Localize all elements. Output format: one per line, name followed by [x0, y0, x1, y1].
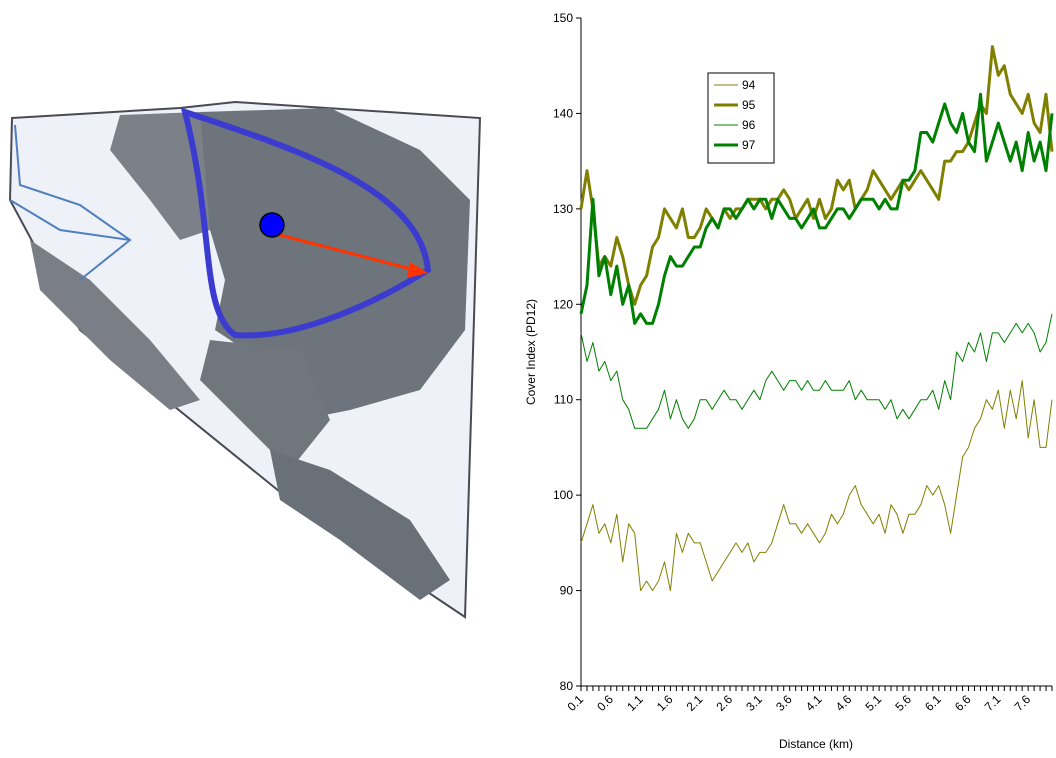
y-tick-label: 110 [554, 393, 573, 407]
boundary-line [9, 199, 131, 241]
x-tick-label: 1.6 [654, 692, 676, 714]
boundary-line [14, 124, 132, 281]
land-area [195, 108, 470, 420]
x-tick-label: 2.1 [684, 692, 706, 714]
series-line [580, 380, 1053, 592]
x-tick-label: 2.6 [713, 692, 735, 714]
x-tick-label: 6.1 [922, 692, 944, 714]
legend-label: 96 [742, 118, 756, 132]
arrow-head [407, 262, 428, 278]
x-tick-label: 0.1 [564, 692, 586, 714]
y-tick-label: 130 [553, 202, 573, 216]
legend-label: 95 [742, 98, 756, 112]
legend-label: 94 [742, 78, 756, 92]
transect-arrow [275, 232, 416, 272]
y-tick-label: 120 [553, 297, 573, 311]
y-axis-label: Cover Index (PD12) [524, 299, 538, 405]
x-tick-label: 3.6 [773, 692, 795, 714]
series-line [579, 92, 1054, 325]
land-area [200, 340, 330, 470]
x-tick-label: 0.6 [594, 692, 616, 714]
x-tick-label: 6.6 [952, 692, 974, 714]
series-line [580, 313, 1053, 429]
x-tick-label: 1.1 [624, 692, 646, 714]
x-tick-label: 7.1 [982, 692, 1004, 714]
x-tick-label: 5.6 [892, 692, 914, 714]
chart: Cover Index (PD12) Distance (km) 80 90 100… [524, 11, 1054, 751]
start-point [259, 212, 285, 238]
map [8, 100, 482, 619]
x-tick-label: 3.1 [743, 692, 765, 714]
land-area [110, 112, 210, 240]
y-tick-label: 150 [553, 11, 573, 25]
x-tick-label: 4.1 [803, 692, 825, 714]
y-tick-label: 140 [553, 106, 573, 120]
x-tick-label: 5.1 [863, 692, 885, 714]
x-tick-label: 7.6 [1012, 692, 1034, 714]
series-line [579, 45, 1054, 306]
y-tick-label: 80 [560, 679, 574, 693]
legend-box [707, 72, 775, 164]
land-area [270, 450, 450, 600]
land-area [30, 240, 200, 410]
x-tick-label: 4.6 [833, 692, 855, 714]
y-tick-label: 90 [560, 584, 574, 598]
x-axis-label: Distance (km) [779, 737, 853, 751]
study-loop [180, 107, 432, 339]
legend-label: 97 [742, 138, 756, 152]
y-tick-label: 100 [553, 488, 573, 502]
